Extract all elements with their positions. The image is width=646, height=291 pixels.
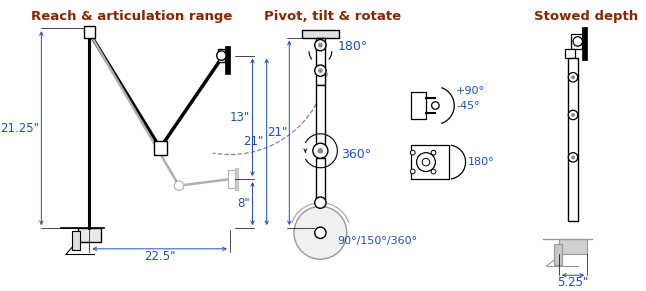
Bar — [84, 26, 95, 38]
Text: 13": 13" — [229, 111, 250, 124]
Text: -45°: -45° — [456, 101, 480, 111]
Circle shape — [216, 51, 226, 60]
Text: 22.5": 22.5" — [144, 250, 176, 263]
Bar — [316, 38, 325, 85]
Bar — [302, 30, 339, 38]
Text: 90°/150°/360°: 90°/150°/360° — [337, 236, 417, 246]
Text: 21.25": 21.25" — [1, 122, 39, 135]
Circle shape — [571, 75, 575, 79]
Bar — [234, 168, 238, 190]
Circle shape — [174, 181, 183, 190]
Circle shape — [410, 169, 415, 174]
Circle shape — [313, 143, 328, 158]
Bar — [316, 208, 325, 228]
Text: Stowed depth: Stowed depth — [534, 10, 638, 23]
Circle shape — [568, 72, 578, 82]
Bar — [554, 244, 562, 265]
Bar — [228, 170, 234, 189]
Bar — [316, 85, 325, 151]
Circle shape — [318, 43, 323, 47]
Bar — [565, 49, 575, 58]
Bar — [154, 141, 167, 155]
Circle shape — [431, 169, 436, 174]
Text: Pivot, tilt & rotate: Pivot, tilt & rotate — [264, 10, 401, 23]
Bar — [583, 27, 587, 60]
Text: 180°: 180° — [468, 157, 494, 167]
Circle shape — [315, 197, 326, 208]
Bar — [72, 231, 80, 250]
Text: 360°: 360° — [341, 148, 371, 161]
Bar — [571, 34, 583, 49]
Bar — [568, 58, 578, 221]
Circle shape — [315, 227, 326, 238]
Circle shape — [318, 148, 323, 154]
Circle shape — [431, 150, 436, 155]
Circle shape — [571, 155, 575, 159]
Text: 21": 21" — [267, 126, 287, 139]
Text: 5.25": 5.25" — [557, 276, 589, 289]
Circle shape — [568, 110, 578, 120]
Bar — [316, 158, 325, 203]
Circle shape — [568, 153, 578, 162]
Bar — [411, 92, 426, 119]
Text: +90°: +90° — [456, 86, 485, 96]
Text: 8": 8" — [237, 197, 250, 210]
Circle shape — [315, 65, 326, 76]
Circle shape — [417, 153, 435, 171]
Circle shape — [573, 37, 583, 46]
Circle shape — [432, 102, 439, 109]
Circle shape — [410, 150, 415, 155]
Bar — [218, 49, 225, 62]
Text: Reach & articulation range: Reach & articulation range — [31, 10, 233, 23]
Circle shape — [318, 68, 323, 73]
Circle shape — [422, 158, 430, 166]
Bar — [411, 145, 448, 179]
Text: 21": 21" — [244, 135, 264, 148]
Circle shape — [315, 40, 326, 51]
Text: 180°: 180° — [337, 40, 368, 53]
Bar — [78, 228, 101, 242]
Bar — [559, 239, 587, 253]
Circle shape — [571, 113, 575, 117]
Circle shape — [294, 206, 347, 259]
Bar — [225, 46, 230, 74]
